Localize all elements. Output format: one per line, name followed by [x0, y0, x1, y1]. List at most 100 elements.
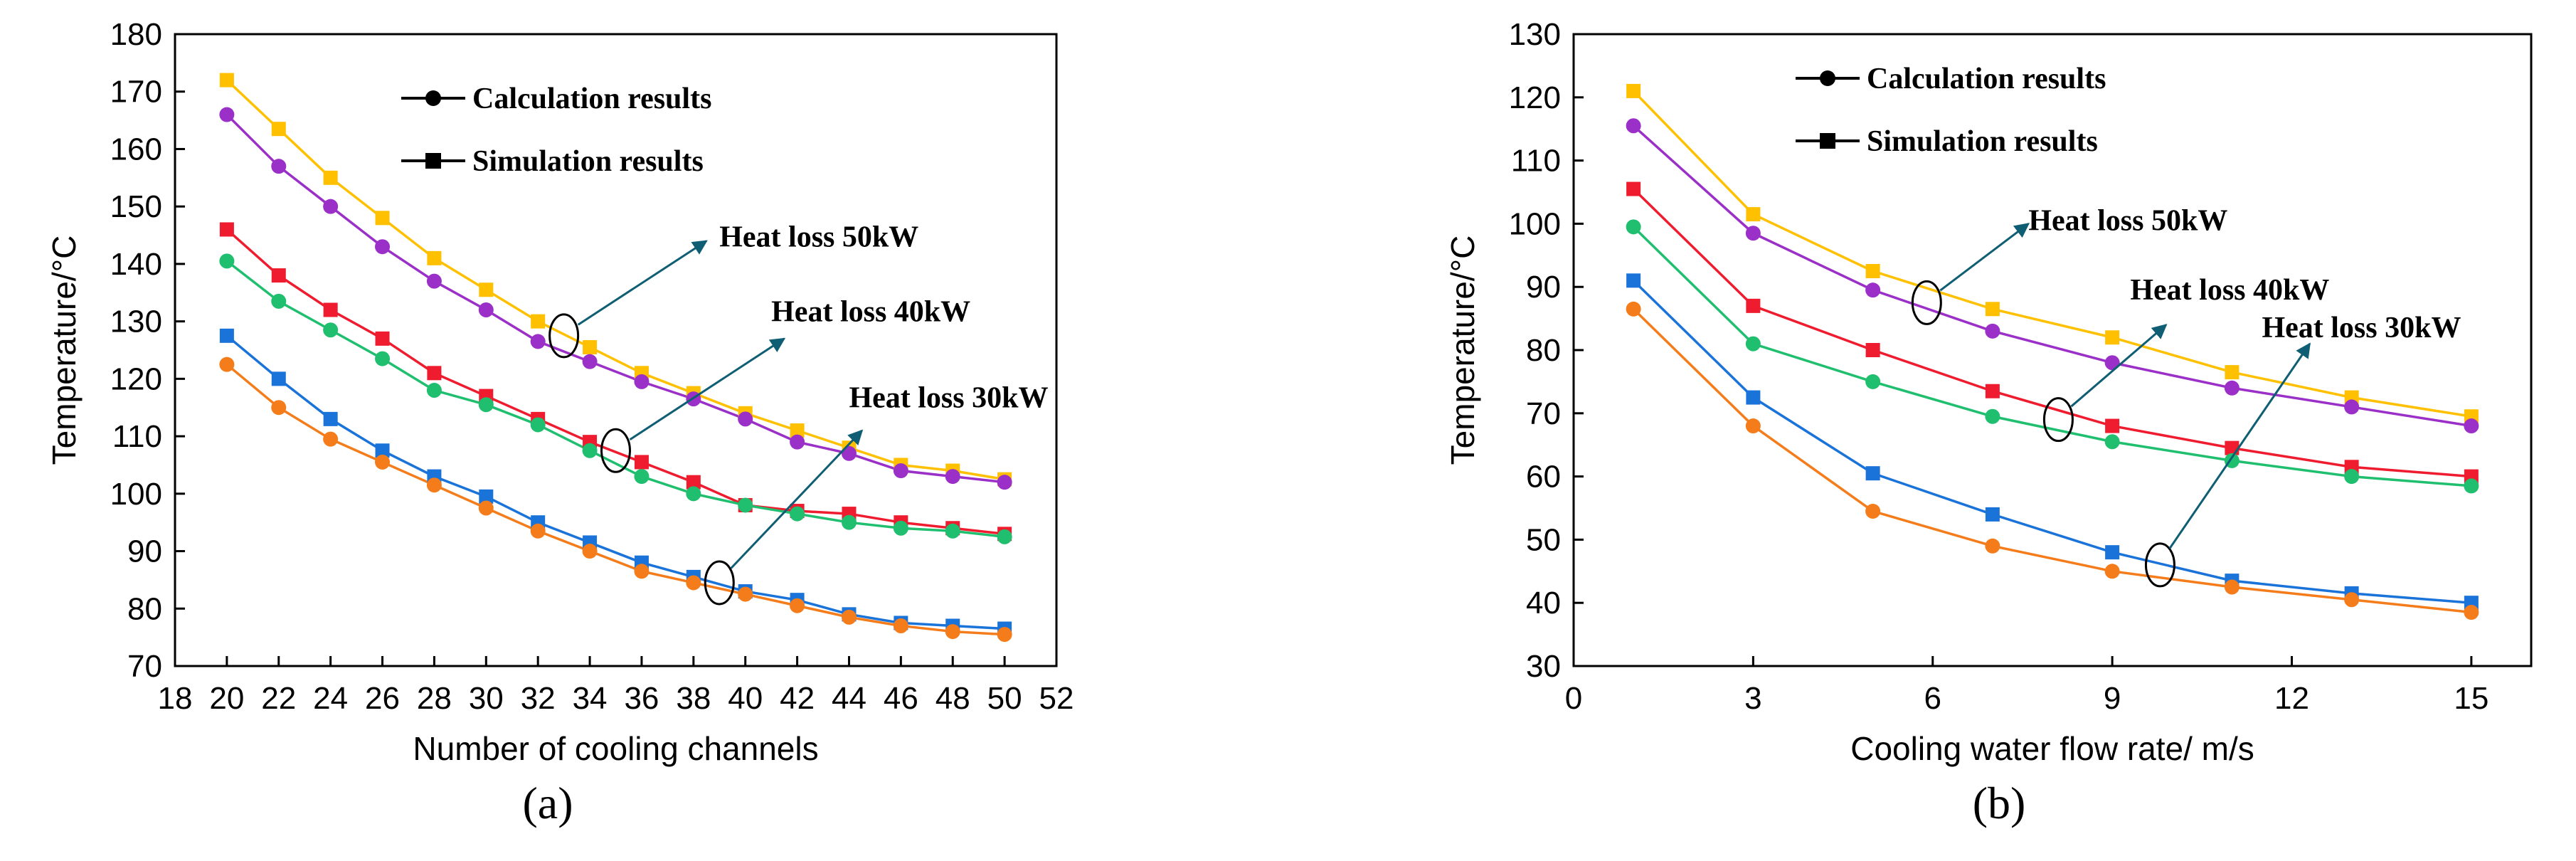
- panel-a-y-tick-label: 180: [110, 17, 162, 52]
- panel-b-y-tick-label: 70: [1526, 396, 1561, 431]
- panel-a-legend-label: Calculation results: [472, 83, 711, 115]
- panel-a-x-tick-label: 28: [417, 681, 452, 716]
- panel-a-series-line-2: [226, 228, 1005, 536]
- panel-b-point-circle: [2224, 380, 2240, 396]
- panel-a-point-square: [790, 423, 805, 438]
- panel-b-point-circle: [2104, 355, 2120, 371]
- panel-b-y-tick-label: 40: [1526, 586, 1561, 620]
- panel-b-point-circle: [2464, 605, 2479, 620]
- panel-a-point-circle: [738, 497, 753, 513]
- panel-b-series-line-3: [1632, 226, 2472, 487]
- panel-a-x-tick-label: 24: [313, 681, 348, 716]
- panel-a-annotation-arrow: [577, 240, 708, 326]
- panel-b-point-square: [1865, 466, 1880, 481]
- panel-a-x-tick-label: 46: [884, 681, 918, 716]
- panel-b-x-tick-label: 3: [1744, 681, 1761, 716]
- panel-b-point-square: [1746, 390, 1761, 405]
- panel-a-y-tick-label: 140: [110, 247, 162, 282]
- panel-b-point-circle: [1745, 418, 1761, 434]
- panel-a-x-tick-label: 34: [573, 681, 608, 716]
- panel-b-x-tick-label: 9: [2104, 681, 2121, 716]
- panel-b-point-square: [2105, 545, 2120, 560]
- panel-b-annotation-label: Heat loss 50kW: [2028, 204, 2227, 237]
- panel-a-point-circle: [219, 107, 235, 122]
- panel-a-y-tick-label: 160: [110, 132, 162, 167]
- panel-a-point-circle: [893, 618, 908, 633]
- panel-b-y-tick-label: 60: [1526, 460, 1561, 495]
- panel-a-point-circle: [582, 443, 598, 458]
- panel-b-y-tick-label: 30: [1526, 649, 1561, 684]
- panel-a-point-circle: [893, 463, 908, 479]
- panel-a-y-tick-label: 120: [110, 361, 162, 396]
- panel-b-annotation-label: Heat loss 30kW: [2262, 312, 2461, 344]
- panel-b-y-tick-label: 80: [1526, 333, 1561, 368]
- panel-b-point-circle: [2464, 478, 2479, 494]
- panel-a-x-tick-label: 32: [521, 681, 556, 716]
- panel-b-series-line-0: [1632, 90, 2472, 418]
- panel-b-x-tick-label: 15: [2454, 681, 2488, 716]
- panel-a-point-circle: [530, 523, 546, 539]
- panel-a-y-tick-label: 80: [127, 591, 162, 626]
- panel-a-annotation-ellipse: [548, 313, 580, 359]
- panel-b-x-axis-label: Cooling water flow rate/ m/s: [1850, 730, 2254, 767]
- panel-a-point-circle: [738, 586, 753, 602]
- panel-b-point-square: [1865, 343, 1880, 357]
- panel-b-point-square: [1626, 83, 1641, 98]
- panel-b-annotation-ellipse: [2144, 542, 2175, 588]
- panel-b-annotation-ellipse: [1911, 280, 1942, 325]
- panel-a-annotation-label: Heat loss 30kW: [849, 382, 1048, 415]
- panel-b-y-tick-label: 130: [1509, 17, 1561, 52]
- panel-b-point-square: [2105, 418, 2120, 433]
- panel-a-point-circle: [271, 159, 287, 174]
- panel-a-point-circle: [426, 273, 442, 289]
- panel-a-x-tick-label: 36: [624, 681, 659, 716]
- panel-a-x-tick-label: 38: [676, 681, 711, 716]
- panel-b-point-circle: [1626, 301, 1641, 317]
- panel-a-series-line-3: [226, 260, 1005, 539]
- panel-a-annotation-arrow: [730, 429, 864, 569]
- panel-a-y-tick-label: 70: [127, 649, 162, 684]
- panel-a-point-circle: [790, 434, 805, 450]
- panel-a-x-tick-label: 48: [935, 681, 970, 716]
- panel-a-y-tick-label: 150: [110, 189, 162, 224]
- panel-b-panel-label: (b): [1973, 778, 2026, 828]
- panel-a-series-line-4: [226, 334, 1005, 630]
- panel-a-point-square: [219, 222, 234, 237]
- panel-a-point-circle: [790, 598, 805, 613]
- panel-b-legend-label: Simulation results: [1867, 125, 2098, 158]
- panel-a-point-circle: [323, 199, 339, 214]
- panel-b-point-circle: [1745, 226, 1761, 241]
- panel-a-point-square: [479, 489, 494, 504]
- panel-b-y-tick-label: 50: [1526, 522, 1561, 557]
- panel-a-point-circle: [841, 445, 857, 461]
- panel-b-point-circle: [1985, 538, 2000, 554]
- panel-a-y-tick-label: 100: [110, 477, 162, 512]
- panel-a-y-tick-label: 110: [112, 419, 162, 454]
- panel-a-point-square: [634, 455, 649, 470]
- panel-b-point-circle: [1865, 503, 1881, 519]
- panel-a-point-circle: [893, 520, 908, 536]
- panel-a-point-circle: [634, 469, 650, 485]
- panel-a-point-circle: [530, 417, 546, 433]
- panel-b-x-tick-label: 6: [1924, 681, 1941, 716]
- panel-a-point-square: [427, 250, 442, 265]
- panel-a-series-line-0: [226, 79, 1005, 481]
- panel-a-point-circle: [582, 544, 598, 559]
- panel-a-point-circle: [841, 514, 857, 530]
- panel-a-point-square: [375, 443, 390, 458]
- panel-a-point-circle: [478, 397, 494, 413]
- panel-a-series-line-1: [226, 113, 1005, 484]
- chart-panel-a: 18 20 22 24 26 28 30 32 34 36 38 40 42 44 46 48 50 52 70 80…: [46, 17, 1074, 828]
- panel-a-point-square: [375, 331, 390, 346]
- panel-a-point-circle: [997, 529, 1012, 544]
- panel-b-annotation-arrow: [1939, 223, 2030, 292]
- panel-a-x-axis-label: Number of cooling channels: [413, 730, 818, 767]
- panel-a-x-tick-label: 44: [832, 681, 866, 716]
- panel-a-point-square: [686, 475, 701, 490]
- panel-b-point-circle: [2104, 434, 2120, 450]
- panel-b-y-tick-label: 110: [1511, 144, 1561, 179]
- panel-a-point-circle: [375, 239, 391, 255]
- panel-b-annotation-label: Heat loss 40kW: [2130, 274, 2329, 307]
- panel-a-point-circle: [686, 575, 701, 591]
- panel-a-point-square: [427, 366, 442, 381]
